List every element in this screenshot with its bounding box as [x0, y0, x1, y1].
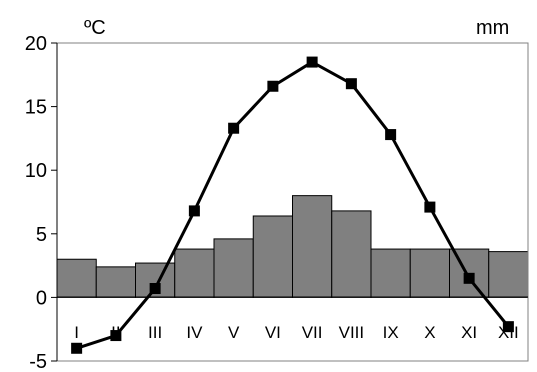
month-label-X: X	[424, 323, 435, 342]
precipitation-bar-II	[95, 266, 136, 298]
temperature-point-VIII	[345, 78, 357, 90]
temperature-point-VII	[306, 56, 318, 68]
y-tick-label: 20	[25, 33, 47, 55]
y-tick-label: 0	[36, 287, 47, 309]
month-label-VII: VII	[302, 323, 323, 342]
month-label-IX: IX	[383, 323, 399, 342]
precipitation-bar-V	[213, 238, 254, 298]
precipitation-bar-VIII	[331, 210, 372, 298]
month-label-VIII: VIII	[339, 323, 365, 342]
month-label-I: I	[74, 323, 79, 342]
month-label-III: III	[148, 323, 162, 342]
temperature-unit-label: ºC	[84, 17, 106, 39]
bars-layer	[56, 195, 529, 298]
temperature-point-XII	[502, 321, 514, 333]
temperature-point-IV	[188, 205, 200, 217]
precipitation-unit-label: mm	[476, 17, 509, 39]
month-label-IV: IV	[186, 323, 203, 342]
month-label-VI: VI	[265, 323, 281, 342]
y-tick-label: 5	[36, 224, 47, 246]
temperature-line-layer	[71, 56, 514, 354]
temperature-point-VI	[267, 80, 279, 92]
y-tick-label: 10	[25, 160, 47, 182]
precipitation-bar-I	[56, 258, 97, 298]
temperature-point-IX	[385, 129, 397, 141]
precipitation-bar-IV	[174, 248, 215, 298]
precipitation-bar-X	[409, 248, 450, 298]
y-tick-label: 15	[25, 97, 47, 119]
precipitation-bar-VII	[292, 195, 333, 298]
temperature-point-I	[71, 342, 83, 354]
y-tick-label: -5	[29, 351, 47, 372]
temperature-point-X	[424, 201, 436, 213]
temperature-point-V	[228, 122, 240, 134]
month-label-V: V	[228, 323, 240, 342]
temperature-point-III	[149, 283, 161, 294]
precipitation-bar-IX	[370, 248, 411, 298]
precipitation-bar-XII	[488, 251, 529, 298]
month-label-XI: XI	[461, 323, 477, 342]
precipitation-bar-VI	[252, 215, 293, 298]
temperature-line	[76, 60, 510, 350]
temperature-point-XI	[463, 272, 475, 284]
temperature-point-II	[110, 330, 122, 342]
y-axis: 20 15 10 5 0 -5	[25, 33, 58, 372]
